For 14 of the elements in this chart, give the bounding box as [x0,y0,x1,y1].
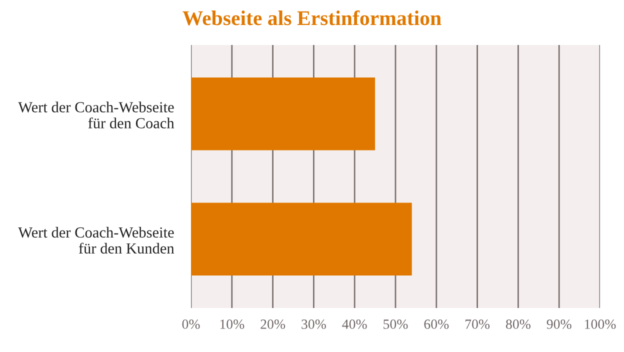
x-tick-label: 60% [424,320,449,329]
x-tick-label: 20% [260,320,286,329]
x-tick-label: 70% [465,320,490,329]
x-tick-label: 80% [506,320,530,329]
x-tick-label: 30% [302,320,326,329]
x-tick-label: 40% [342,320,367,329]
x-tick-label: 90% [546,320,572,329]
y-tick-label: Wert der Coach-Webseite für den Coach [18,102,174,128]
x-tick-label: 50% [384,320,408,329]
y-tick-label: Wert der Coach-Webseite für den Kunden [18,226,174,254]
chart-title: Webseite als Erstinformation [182,10,442,26]
x-tick-label: 100% [585,320,616,329]
x-tick-label: 10% [220,320,244,329]
x-tick-label: 0% [182,320,200,329]
